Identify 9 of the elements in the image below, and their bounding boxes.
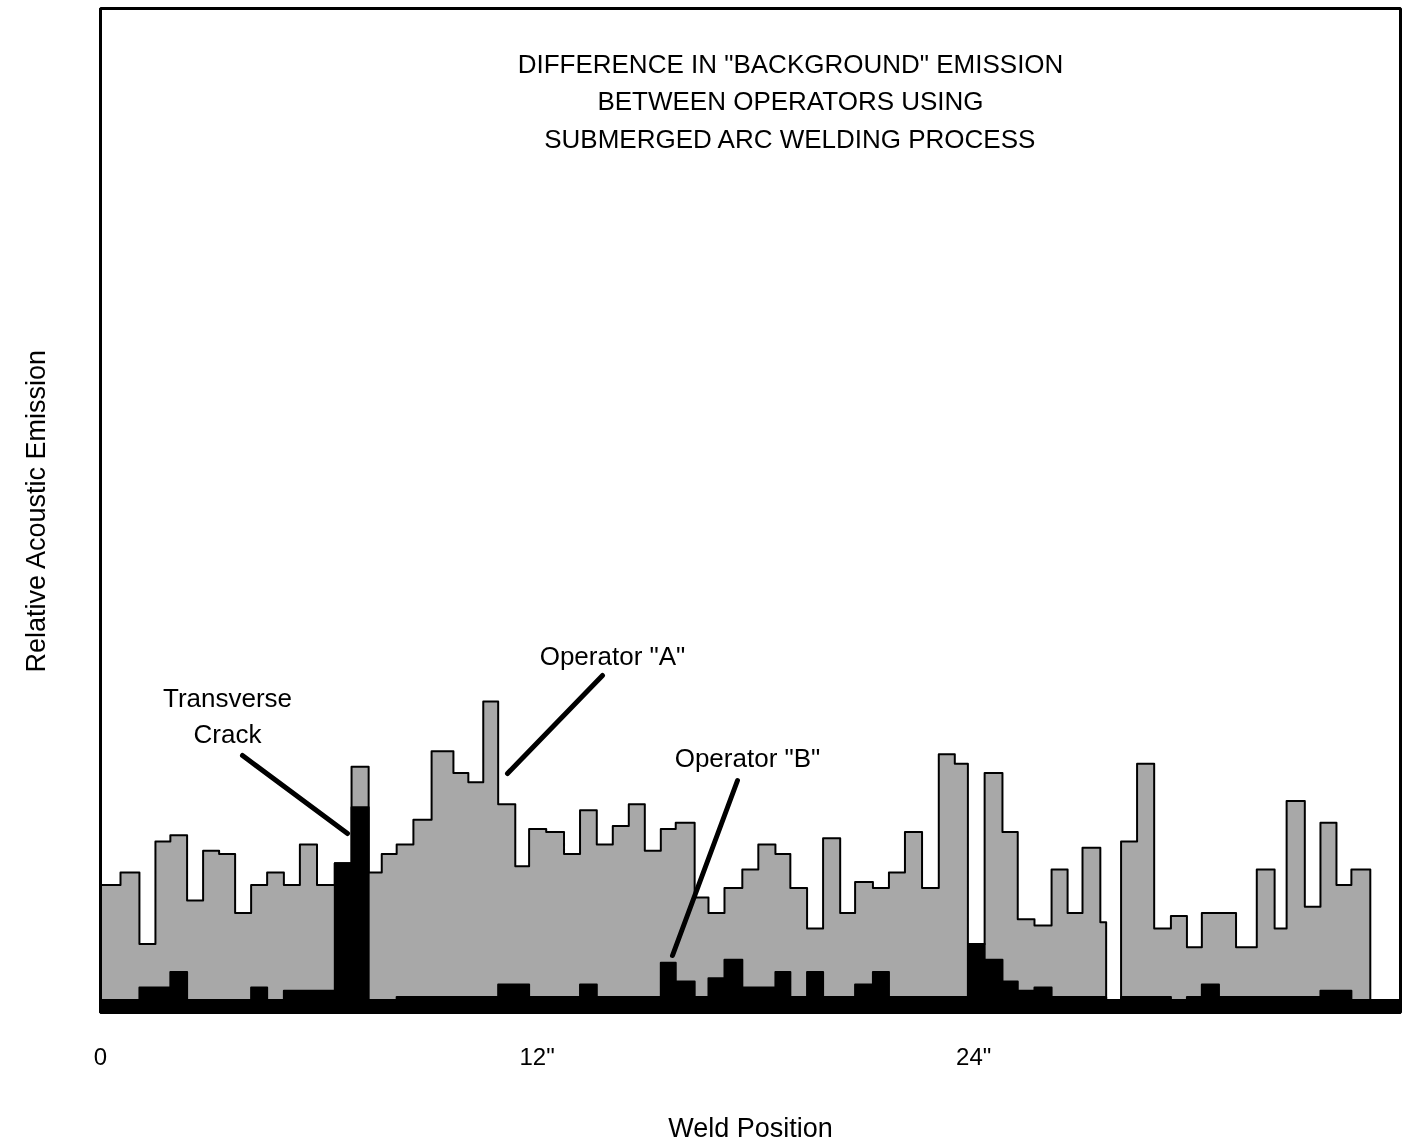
annotation: Operator "B" — [674, 742, 821, 773]
x-tick-label: 24" — [956, 1042, 992, 1070]
y-axis-title: Relative Acoustic Emission — [20, 349, 51, 673]
chart-title: DIFFERENCE IN "BACKGROUND" EMISSION BETWEEN OPERATORS USING SUBMERGED ARC WELDING PROCESS — [517, 48, 1064, 154]
x-tick-label: 0 — [93, 1042, 108, 1070]
x-tick-label: 12" — [519, 1042, 555, 1070]
annotation: Transverse Crack — [162, 682, 293, 749]
x-axis-title: Weld Position — [668, 1112, 833, 1141]
text: Operator "A" — [539, 640, 686, 671]
